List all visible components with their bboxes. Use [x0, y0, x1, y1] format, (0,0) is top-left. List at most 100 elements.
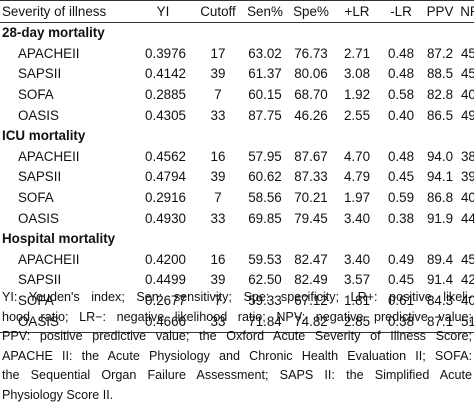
value-cell: 45.3: [460, 45, 474, 61]
value-cell: 39: [210, 272, 226, 288]
value-cell: 2.55: [343, 107, 371, 123]
value-cell: 59.33: [248, 293, 282, 309]
section-row: Hospital mortality: [0, 229, 474, 250]
value-cell: 0.45: [387, 169, 415, 185]
value-cell: 63.02: [248, 45, 282, 61]
value-cell: 68.70: [294, 87, 328, 103]
value-cell: 57.95: [248, 148, 282, 164]
section-row: 28-day mortality: [0, 23, 474, 44]
value-cell: 0.2677: [145, 293, 186, 309]
section-title: 28-day mortality: [2, 25, 105, 41]
value-cell: 0.3976: [145, 45, 186, 61]
value-cell: 39: [210, 169, 226, 185]
value-cell: 3.08: [343, 66, 371, 82]
value-cell: 94.1: [426, 169, 454, 185]
value-cell: 7: [214, 87, 222, 103]
value-cell: 0.4666: [132, 311, 194, 333]
value-cell: 4.70: [343, 148, 371, 164]
header-sen: Sen%: [242, 0, 288, 23]
value-cell: 46.26: [294, 107, 328, 123]
value-cell: 1.97: [343, 190, 371, 206]
value-cell: 70.21: [294, 190, 328, 206]
header-yi: YI: [132, 0, 194, 23]
header-npv: NPV: [458, 0, 474, 23]
value-cell: 0.59: [387, 190, 415, 206]
value-cell: 40.7: [460, 87, 474, 103]
value-cell: 60.62: [248, 169, 282, 185]
value-cell: 82.49: [294, 272, 328, 288]
score-name-cell: SOFA: [18, 87, 54, 103]
score-name-cell: SOFA: [18, 293, 54, 309]
value-cell: 87.1: [422, 311, 458, 333]
value-cell: 33: [194, 311, 242, 333]
table-body: 28-day mortality APACHEII 0.3976 17 63.02 76.…: [0, 23, 474, 333]
value-cell: 40.2: [460, 293, 474, 309]
table-row: OASIS 0.4930 33 69.85 79.45 3.40 0.38 91.9 44.1: [0, 208, 474, 229]
value-cell: 0.48: [387, 148, 415, 164]
header-cutoff: Cutoff: [194, 0, 242, 23]
table-header-row: Severity of illness YI Cutoff Sen% Spe% …: [0, 0, 474, 23]
value-cell: 67.12: [294, 293, 328, 309]
value-cell: 0.48: [387, 45, 415, 61]
value-cell: 87.33: [294, 169, 328, 185]
value-cell: 79.45: [294, 210, 328, 226]
value-cell: 59.53: [248, 251, 282, 267]
footnote-line: APACHE II: the Acute Physiology and Chro…: [2, 348, 472, 363]
value-cell: 1.92: [343, 87, 371, 103]
value-cell: 39.9: [460, 169, 474, 185]
value-cell: 44.1: [460, 210, 474, 226]
value-cell: 7: [214, 190, 222, 206]
value-cell: 91.4: [426, 272, 454, 288]
value-cell: 7: [214, 293, 222, 309]
value-cell: 87.67: [294, 148, 328, 164]
header-ppv: PPV: [422, 0, 458, 23]
value-cell: 74.82: [288, 311, 334, 333]
score-name-cell: APACHEII: [18, 45, 80, 61]
value-cell: 87.75: [248, 107, 282, 123]
value-cell: 42.3: [460, 272, 474, 288]
value-cell: 0.4562: [145, 148, 186, 164]
value-cell: 3.57: [343, 272, 371, 288]
table-row: APACHEII 0.3976 17 63.02 76.73 2.71 0.48 87.2 45…: [0, 44, 474, 65]
value-cell: 0.4142: [145, 66, 186, 82]
value-cell: 0.38: [380, 311, 422, 333]
table-row: SAPSII 0.4794 39 60.62 87.33 4.79 0.45 94.1 39.9: [0, 167, 474, 188]
value-cell: 88.5: [426, 66, 454, 82]
value-cell: 91.9: [426, 210, 454, 226]
section-title: ICU mortality: [2, 128, 86, 144]
table-row: OASIS 0.4305 33 87.75 46.26 2.55 0.40 86.5 49.6: [0, 105, 474, 126]
score-name-cell: SOFA: [18, 190, 54, 206]
value-cell: 40.2: [460, 190, 474, 206]
footnote-line: PPV: positive predictive value; the Oxfo…: [2, 329, 472, 344]
value-cell: 69.85: [248, 210, 282, 226]
header-plr: +LR: [334, 0, 380, 23]
value-cell: 71.84: [242, 311, 288, 333]
header-spe: Spe%: [288, 0, 334, 23]
value-cell: 0.45: [387, 272, 415, 288]
value-cell: 0.58: [387, 87, 415, 103]
score-name-cell: OASIS: [0, 311, 132, 333]
value-cell: 87.2: [426, 45, 454, 61]
score-name-cell: OASIS: [18, 107, 59, 123]
value-cell: 0.4794: [145, 169, 186, 185]
value-cell: 49.6: [460, 107, 474, 123]
value-cell: 16: [210, 251, 226, 267]
footnote-line: the Sequential Organ Failure Assessment;…: [2, 368, 472, 383]
value-cell: 89.4: [426, 251, 454, 267]
section-row: ICU mortality: [0, 126, 474, 147]
section-title: Hospital mortality: [2, 231, 116, 247]
value-cell: 0.4305: [145, 107, 186, 123]
value-cell: 0.40: [387, 107, 415, 123]
value-cell: 39: [210, 66, 226, 82]
value-cell: 0.2885: [145, 87, 186, 103]
value-cell: 80.06: [294, 66, 328, 82]
table-row: SOFA 0.2885 7 60.15 68.70 1.92 0.58 82.8 40.7: [0, 85, 474, 106]
value-cell: 86.8: [426, 190, 454, 206]
score-name-cell: SAPSII: [18, 169, 62, 185]
footnote-line: Physiology Score II.: [2, 387, 114, 402]
value-cell: 61.37: [248, 66, 282, 82]
value-cell: 86.5: [426, 107, 454, 123]
value-cell: 33: [210, 107, 226, 123]
value-cell: 62.50: [248, 272, 282, 288]
